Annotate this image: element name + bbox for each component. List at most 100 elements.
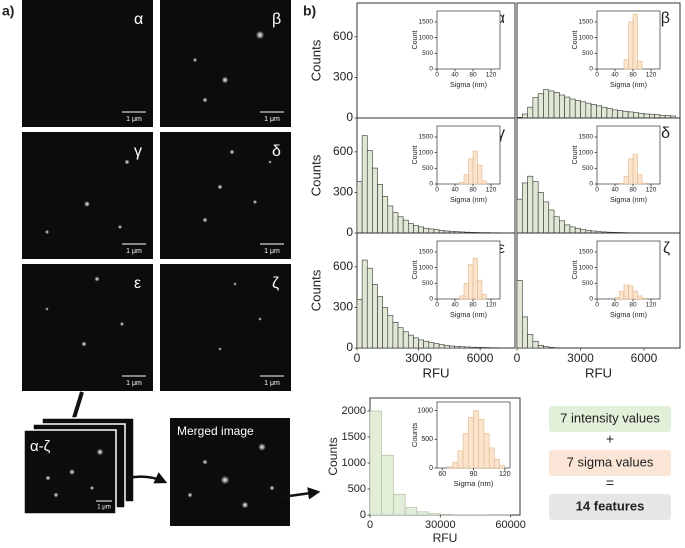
bar — [361, 259, 368, 349]
bar — [433, 343, 440, 349]
bar — [447, 466, 453, 469]
x-axis-label: Sigma (nm) — [450, 311, 487, 319]
bar — [478, 418, 485, 469]
image-label: α — [134, 11, 143, 28]
bar — [488, 447, 495, 469]
bar — [369, 410, 383, 516]
bar — [580, 229, 587, 234]
bar — [469, 346, 476, 349]
bar — [443, 344, 450, 349]
spot — [229, 149, 235, 155]
bar — [628, 21, 634, 70]
y-tick-label: 0 — [360, 509, 366, 521]
bar — [463, 283, 469, 300]
y-tick-label: 1000 — [419, 149, 434, 156]
image-label: γ — [134, 143, 142, 160]
bar — [637, 295, 643, 300]
bar — [366, 150, 373, 234]
bar — [649, 113, 655, 119]
y-tick-label: 0 — [589, 66, 593, 73]
y-tick-label: 600 — [333, 144, 353, 158]
feature-summary: 7 intensity values + 7 sigma values = 14… — [549, 406, 671, 520]
spot — [96, 448, 104, 456]
x-axis-label: Sigma (nm) — [610, 81, 647, 89]
y-tick-label: 1500 — [419, 134, 434, 141]
bar — [638, 112, 645, 119]
bar — [543, 89, 550, 119]
bar — [413, 225, 419, 234]
y-tick-label: 500 — [422, 280, 433, 287]
x-tick-label: 90 — [470, 471, 478, 478]
histogram: 0 500 1000 1500 0 40 80 120 Count Sigma (nm) — [411, 240, 501, 319]
x-tick-label: 6000 — [631, 351, 658, 365]
bar — [459, 295, 465, 300]
bar — [532, 97, 539, 119]
y-tick-label: 2000 — [342, 405, 366, 417]
bar — [467, 417, 474, 469]
y-tick-label: 0 — [346, 110, 353, 124]
x-axis-label: RFU — [422, 365, 449, 380]
x-tick-label: 6000 — [467, 351, 494, 365]
x-tick-label: 120 — [646, 302, 657, 309]
y-tick-label: 0 — [346, 340, 353, 354]
image-frame — [160, 132, 291, 259]
bar — [483, 433, 490, 469]
y-tick-label: 300 — [333, 300, 353, 314]
scale-label: 1 μm — [264, 116, 280, 123]
bar — [628, 158, 634, 185]
spot — [124, 159, 130, 165]
bar — [423, 340, 430, 349]
operator: + — [606, 431, 614, 447]
microscope-image: δ 1 μm — [160, 132, 291, 259]
y-axis-label: Counts — [410, 423, 419, 448]
bar — [606, 108, 613, 119]
bar — [521, 113, 528, 119]
bar — [459, 182, 465, 185]
bar — [377, 296, 383, 349]
stack-label: α-ζ — [30, 438, 51, 455]
feature-box — [549, 450, 671, 476]
y-tick-label: 1000 — [417, 407, 433, 414]
bar — [459, 346, 466, 349]
bar — [428, 342, 435, 349]
bar — [521, 182, 528, 234]
bar — [474, 347, 481, 349]
spot — [202, 459, 208, 465]
bar — [356, 181, 363, 234]
spot — [202, 217, 208, 223]
bar — [548, 90, 555, 119]
y-axis-label: Count — [411, 30, 419, 49]
x-tick-label: 80 — [629, 72, 637, 79]
bar — [516, 280, 523, 349]
bar — [428, 513, 441, 516]
bar — [574, 100, 581, 119]
bar — [479, 347, 486, 349]
x-tick-label: 3000 — [567, 351, 594, 365]
y-tick-label: 1000 — [419, 34, 434, 41]
y-axis-label: Count — [411, 260, 419, 279]
stack-front — [23, 429, 117, 515]
scale-label: 1 μm — [264, 248, 280, 255]
bar — [516, 198, 523, 234]
x-tick-label: 120 — [486, 302, 497, 309]
x-tick-label: 120 — [646, 187, 657, 194]
bar — [416, 511, 429, 516]
plot-frame — [436, 10, 501, 70]
bar — [397, 216, 404, 234]
bar — [418, 226, 424, 234]
y-tick-label: 500 — [421, 436, 433, 443]
bar — [381, 454, 394, 516]
bar — [569, 226, 576, 234]
chart-title: α — [496, 10, 505, 27]
bar — [637, 174, 643, 185]
x-axis-label: Sigma (nm) — [450, 196, 487, 204]
spot — [258, 317, 262, 321]
bar — [387, 205, 394, 234]
microscope-image: β 1 μm — [160, 0, 291, 127]
x-tick-label: 80 — [629, 187, 637, 194]
spot — [268, 160, 272, 164]
bar — [468, 264, 474, 300]
spot — [257, 442, 267, 452]
chart-title: γ — [497, 125, 505, 142]
